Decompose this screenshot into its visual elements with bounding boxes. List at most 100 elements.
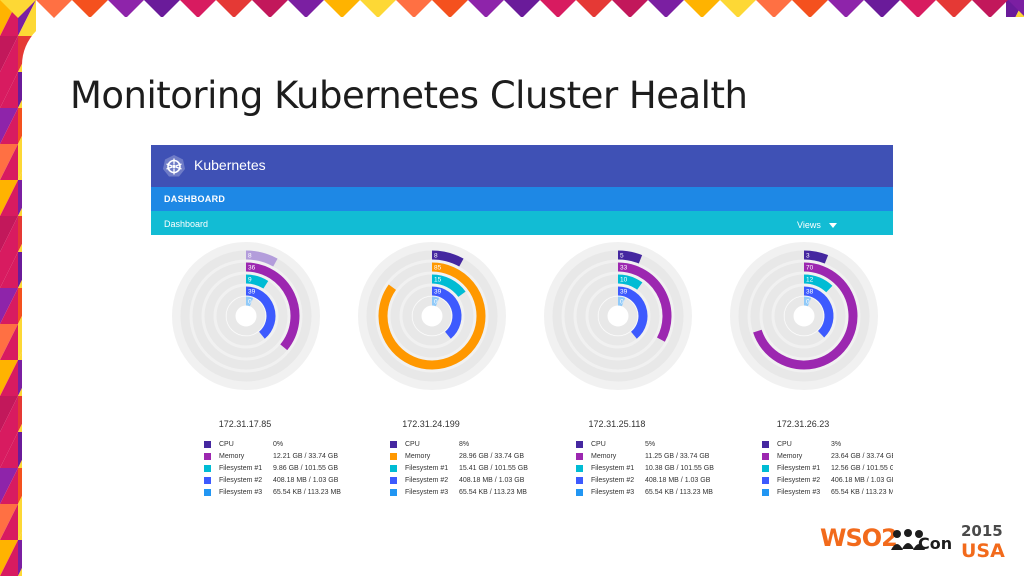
decor-triangle: [0, 36, 18, 72]
node-card: 5 33 10 39 0 172.31.25.118 CPU 5% Memory 11.25 GB…: [543, 241, 729, 515]
legend-row-fs3: Filesystem #3 65.54 KB / 113.23 MB: [204, 486, 354, 498]
legend-row-memory: Memory 12.21 GB / 33.74 GB: [204, 450, 354, 462]
legend-row-fs2: Filesystem #2 408.18 MB / 1.03 GB: [204, 474, 354, 486]
legend-metric-value: 408.18 MB / 1.03 GB: [273, 476, 339, 484]
decor-triangle: [108, 0, 144, 18]
decor-triangle: [972, 0, 1008, 18]
legend-swatch: [576, 452, 583, 460]
ring-arc-fs3: [431, 296, 440, 307]
ring-value-label: 10: [620, 276, 628, 283]
legend-swatch: [390, 488, 397, 496]
node-legend: CPU 8% Memory 28.96 GB / 33.74 GB Filesystem…: [390, 438, 540, 498]
legend-swatch: [390, 440, 397, 448]
decor-triangle: [468, 0, 504, 18]
breadcrumb[interactable]: Dashboard: [164, 219, 209, 229]
decor-triangle: [720, 0, 756, 18]
legend-swatch: [762, 464, 769, 472]
kubernetes-dashboard-screenshot: Kubernetes DASHBOARD Dashboard Views 8 36…: [151, 145, 893, 515]
decor-triangle: [0, 504, 18, 540]
ring-value-label: 0: [806, 298, 810, 305]
decor-triangle: [0, 252, 18, 288]
ring-arc-fs2: [617, 286, 648, 339]
legend-metric-value: 0%: [273, 440, 284, 448]
legend-row-fs3: Filesystem #3 65.54 KB / 113.23 MB: [576, 486, 726, 498]
decor-triangle: [828, 0, 864, 18]
decor-triangle: [0, 0, 36, 18]
decor-triangle: [18, 0, 36, 36]
legend-row-fs2: Filesystem #2 406.18 MB / 1.03 GB: [762, 474, 893, 486]
node-legend: CPU 3% Memory 23.64 GB / 33.74 GB Filesystem…: [762, 438, 893, 498]
legend-metric-name: Filesystem #1: [219, 464, 263, 472]
ring-arc-cpu: [245, 250, 278, 267]
legend-metric-name: CPU: [405, 440, 420, 448]
decor-triangle: [576, 0, 612, 18]
ring-value-label: 70: [806, 264, 814, 271]
legend-swatch: [576, 476, 583, 484]
legend-row-fs1: Filesystem #1 15.41 GB / 101.55 GB: [390, 462, 540, 474]
node-ip-address: 172.31.17.85: [218, 419, 272, 429]
breadcrumb-bar: Dashboard Views: [151, 211, 893, 235]
ring-value-label: 0: [248, 298, 252, 305]
legend-swatch: [204, 440, 211, 448]
legend-metric-value: 8%: [459, 440, 470, 448]
resource-radial-chart: 3 70 12 38 0: [730, 242, 878, 390]
decor-triangle: [0, 288, 18, 324]
ring-arc-fs2: [245, 286, 276, 339]
people-icon: [891, 529, 925, 550]
ring-value-label: 36: [248, 264, 256, 271]
decor-triangle: [216, 0, 252, 18]
ring-arc-fs1: [431, 274, 466, 298]
ring-value-label: 39: [248, 288, 256, 295]
ring-arc-cpu: [803, 250, 829, 264]
decor-triangle: [900, 0, 936, 18]
legend-metric-value: 65.54 KB / 113.23 MB: [459, 488, 527, 496]
legend-row-fs3: Filesystem #3 65.54 KB / 113.23 MB: [762, 486, 893, 498]
nav-bar: DASHBOARD: [151, 187, 893, 211]
decor-triangle: [0, 540, 18, 576]
decor-triangle: [36, 0, 72, 18]
legend-metric-name: Memory: [777, 452, 803, 460]
decor-triangle: [0, 396, 18, 432]
legend-metric-value: 28.96 GB / 33.74 GB: [459, 452, 524, 460]
decor-triangle: [0, 324, 18, 360]
legend-metric-value: 15.41 GB / 101.55 GB: [459, 464, 528, 472]
decor-triangle: [864, 0, 900, 18]
legend-metric-name: Memory: [591, 452, 617, 460]
decor-triangle: [324, 0, 360, 18]
decor-triangle: [756, 0, 792, 18]
decor-triangle: [540, 0, 576, 18]
legend-metric-name: Memory: [219, 452, 245, 460]
ring-arc-memory: [617, 262, 672, 342]
decor-triangle: [612, 0, 648, 18]
legend-row-cpu: CPU 0%: [204, 438, 354, 450]
ring-value-label: 39: [620, 288, 628, 295]
con-logo-text: Con: [918, 534, 953, 553]
views-dropdown[interactable]: Views: [797, 220, 837, 230]
legend-metric-value: 408.18 MB / 1.03 GB: [645, 476, 711, 484]
decor-triangle: [144, 0, 180, 18]
ring-value-label: 0: [620, 298, 624, 305]
wso2-logo-text: WSO2: [820, 524, 898, 552]
legend-metric-value: 12.21 GB / 33.74 GB: [273, 452, 338, 460]
legend-metric-name: CPU: [777, 440, 792, 448]
ring-value-label: 33: [620, 264, 628, 271]
legend-swatch: [390, 464, 397, 472]
legend-metric-value: 11.25 GB / 33.74 GB: [645, 452, 710, 460]
tab-dashboard[interactable]: DASHBOARD: [164, 194, 226, 204]
node-card: 3 70 12 38 0 172.31.26.23 CPU 3% Memory 23.64 GB …: [729, 241, 893, 515]
legend-metric-name: Filesystem #1: [591, 464, 635, 472]
legend-metric-name: Filesystem #2: [405, 476, 449, 484]
ring-value-label: 5: [620, 252, 624, 259]
ring-value-label: 8: [434, 252, 438, 259]
legend-metric-value: 12.56 GB / 101.55 GB: [831, 464, 893, 472]
ring-value-label: 38: [806, 288, 814, 295]
ring-value-label: 3: [806, 252, 810, 259]
legend-row-cpu: CPU 5%: [576, 438, 726, 450]
legend-metric-name: Filesystem #2: [591, 476, 635, 484]
decor-triangle: [0, 180, 18, 216]
legend-row-fs1: Filesystem #1 12.56 GB / 101.55 GB: [762, 462, 893, 474]
decor-triangle: [0, 360, 18, 396]
legend-swatch: [204, 452, 211, 460]
legend-swatch: [762, 452, 769, 460]
legend-metric-name: CPU: [591, 440, 606, 448]
